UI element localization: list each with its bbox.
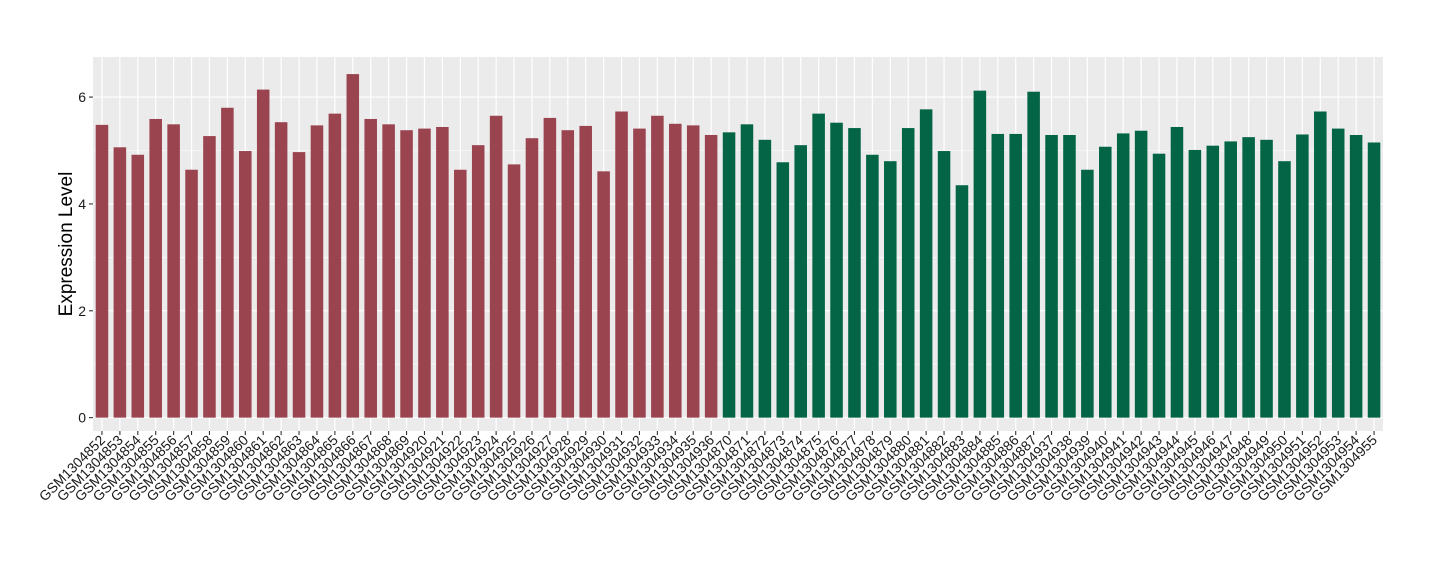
bar-GSM1304955 xyxy=(1367,142,1381,418)
y-tick-label: 2 xyxy=(78,303,86,319)
bar-GSM1304881 xyxy=(919,109,933,418)
bar-GSM1304873 xyxy=(776,162,790,418)
bar-GSM1304934 xyxy=(669,123,682,418)
y-tick-label: 4 xyxy=(78,196,86,212)
bar-GSM1304883 xyxy=(955,185,969,418)
bar-GSM1304924 xyxy=(489,115,503,418)
bar-GSM1304862 xyxy=(274,122,288,418)
bar-GSM1304872 xyxy=(758,139,772,418)
bar-GSM1304863 xyxy=(292,152,306,418)
bar-GSM1304928 xyxy=(561,130,575,418)
y-tick-label: 6 xyxy=(78,89,86,105)
bar-GSM1304870 xyxy=(722,132,736,418)
bar-GSM1304884 xyxy=(973,90,987,418)
bar-GSM1304868 xyxy=(382,124,395,418)
bar-GSM1304942 xyxy=(1134,130,1148,418)
bar-GSM1304921 xyxy=(436,126,449,418)
bar-GSM1304866 xyxy=(346,74,360,418)
bar-GSM1304923 xyxy=(471,145,485,418)
bar-GSM1304879 xyxy=(884,161,897,418)
bar-GSM1304864 xyxy=(310,125,324,418)
bar-GSM1304950 xyxy=(1278,161,1291,418)
bar-GSM1304861 xyxy=(256,89,270,418)
bar-GSM1304951 xyxy=(1296,134,1309,418)
bar-GSM1304937 xyxy=(1045,135,1058,418)
y-axis-title: Expression Level xyxy=(56,172,77,317)
bar-GSM1304954 xyxy=(1349,135,1363,418)
bar-GSM1304930 xyxy=(597,171,610,418)
bars xyxy=(95,74,1381,418)
bar-GSM1304880 xyxy=(901,128,915,418)
bar-GSM1304946 xyxy=(1206,145,1220,418)
bar-GSM1304871 xyxy=(740,124,754,418)
bar-GSM1304931 xyxy=(615,111,628,418)
bar-GSM1304929 xyxy=(579,125,592,418)
y-tick-label: 0 xyxy=(78,410,86,426)
bar-GSM1304878 xyxy=(866,154,879,418)
bar-GSM1304952 xyxy=(1314,111,1327,418)
bar-GSM1304922 xyxy=(454,169,467,418)
bar-GSM1304860 xyxy=(239,151,252,418)
bar-GSM1304876 xyxy=(830,122,843,418)
bar-GSM1304953 xyxy=(1331,128,1345,418)
bar-GSM1304927 xyxy=(543,117,557,418)
bar-GSM1304854 xyxy=(131,154,145,418)
bar-GSM1304858 xyxy=(203,136,216,418)
bar-GSM1304940 xyxy=(1099,146,1112,418)
bar-GSM1304859 xyxy=(221,107,234,418)
bar-GSM1304932 xyxy=(633,128,646,418)
bar-GSM1304926 xyxy=(525,138,539,418)
bar-GSM1304947 xyxy=(1224,141,1237,418)
bar-GSM1304920 xyxy=(418,128,431,418)
x-axis: GSM1304852GSM1304853GSM1304854GSM1304855… xyxy=(36,431,1380,504)
y-axis: 0 2 4 6 xyxy=(78,89,93,426)
bar-GSM1304949 xyxy=(1260,139,1273,418)
bar-GSM1304875 xyxy=(812,113,825,418)
bar-GSM1304939 xyxy=(1081,169,1094,418)
bar-GSM1304857 xyxy=(185,169,198,418)
bar-GSM1304856 xyxy=(167,124,180,418)
bar-GSM1304885 xyxy=(991,133,1005,418)
bar-GSM1304855 xyxy=(149,118,162,418)
bar-GSM1304933 xyxy=(651,115,664,418)
bar-GSM1304925 xyxy=(507,164,521,418)
bar-GSM1304944 xyxy=(1170,126,1184,418)
bar-GSM1304865 xyxy=(328,113,342,418)
bar-GSM1304877 xyxy=(848,128,861,418)
bar-GSM1304852 xyxy=(95,124,109,418)
bar-GSM1304941 xyxy=(1116,133,1130,418)
bar-GSM1304943 xyxy=(1152,153,1166,418)
bar-GSM1304938 xyxy=(1063,135,1076,418)
bar-GSM1304869 xyxy=(400,130,413,418)
plot-panel xyxy=(93,57,1383,431)
bar-GSM1304886 xyxy=(1009,133,1022,418)
bar-GSM1304887 xyxy=(1027,91,1040,418)
bar-GSM1304874 xyxy=(794,145,807,418)
bar-GSM1304853 xyxy=(113,147,127,418)
bar-GSM1304882 xyxy=(937,151,951,418)
bar-GSM1304935 xyxy=(686,125,700,418)
bar-GSM1304867 xyxy=(364,118,377,418)
bar-GSM1304945 xyxy=(1188,149,1202,418)
bar-GSM1304936 xyxy=(704,135,718,418)
bar-GSM1304948 xyxy=(1242,137,1255,418)
